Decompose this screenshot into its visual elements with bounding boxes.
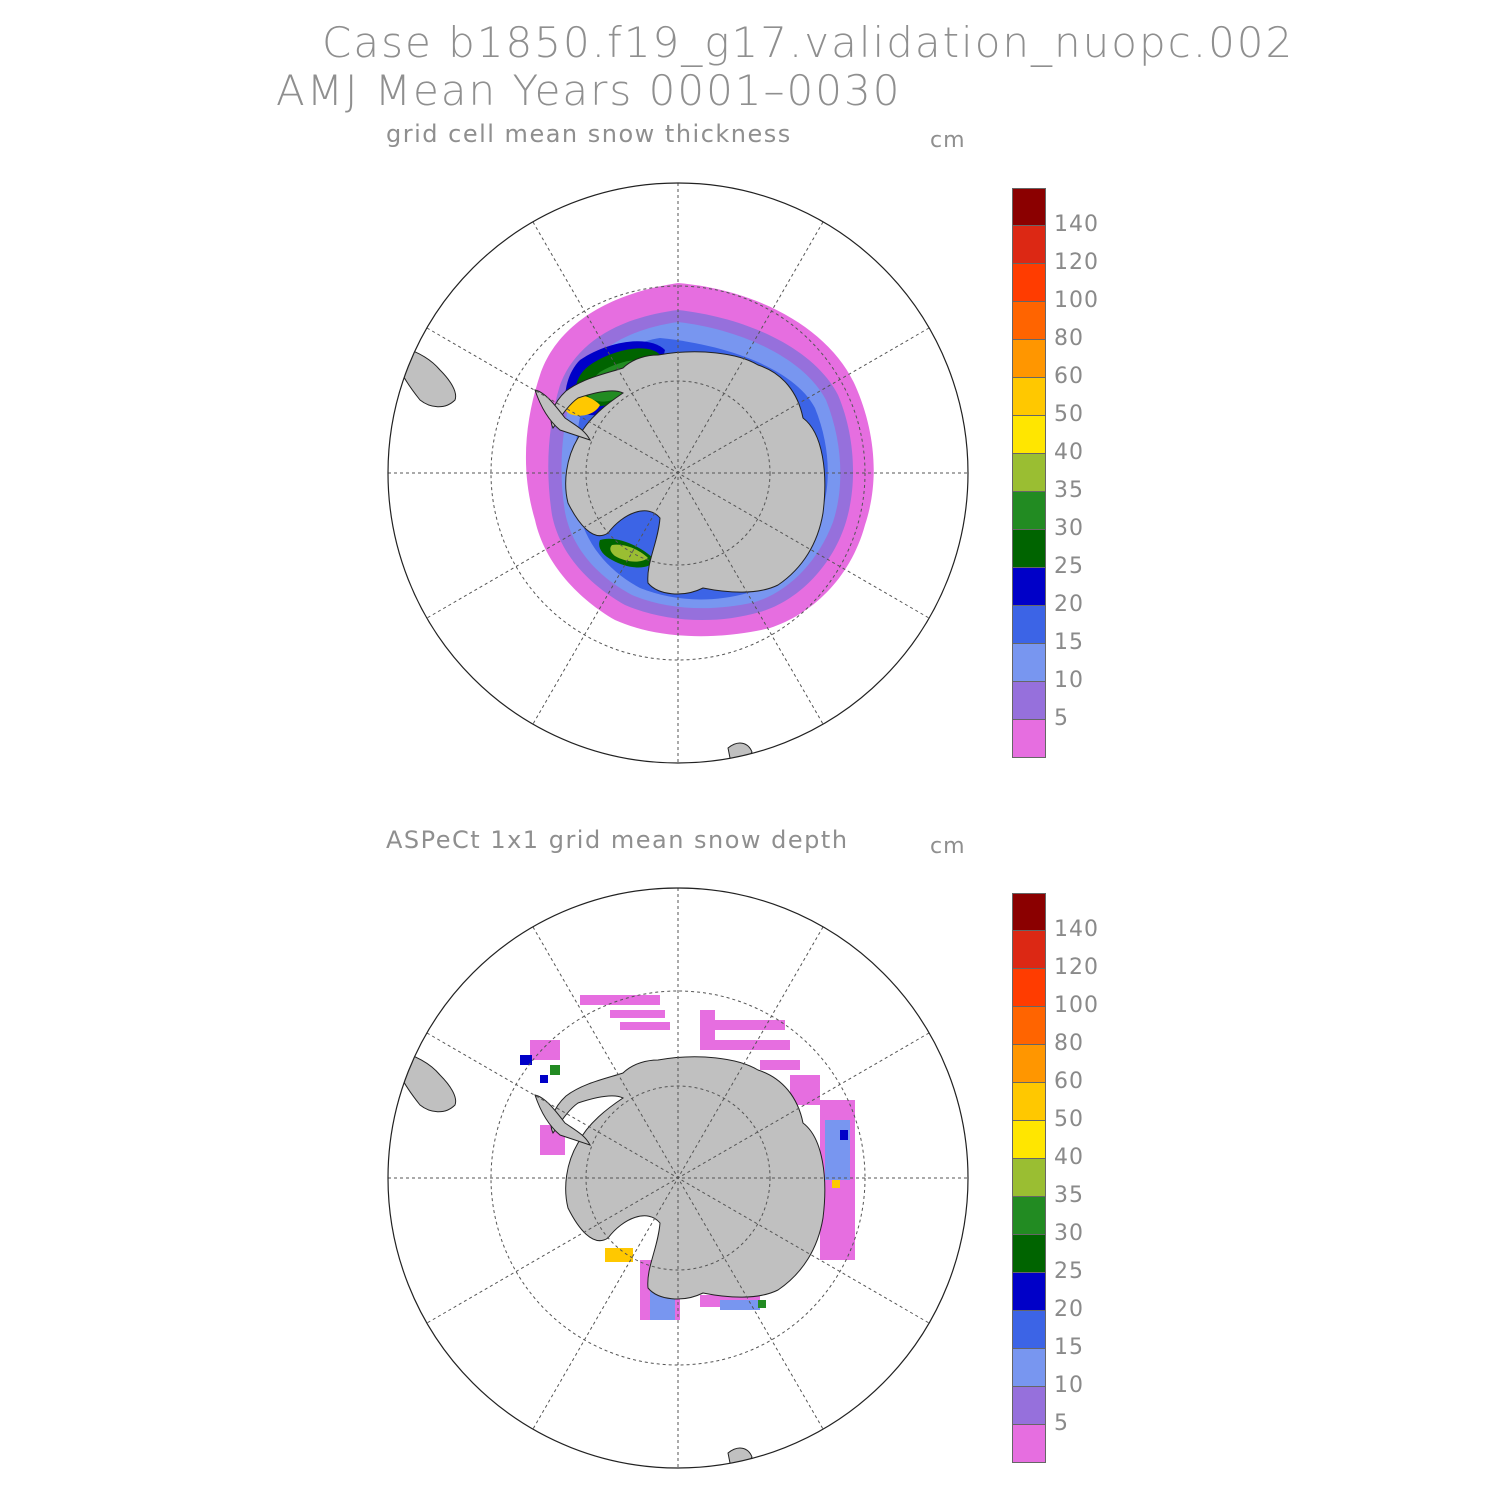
colorbar-swatch [1012,1425,1046,1463]
colorbar-swatch [1012,454,1046,492]
colorbar-swatch [1012,720,1046,758]
colorbar-tick-label: 100 [1054,993,1099,1018]
colorbar-tick-label: 40 [1054,1145,1084,1170]
colorbar-swatch [1012,606,1046,644]
period-title: AMJ Mean Years 0001–0030 [276,66,902,115]
colorbar-swatch [1012,1235,1046,1273]
colorbar-swatch [1012,893,1046,931]
colorbar-swatch [1012,188,1046,226]
colorbar-tick-label: 40 [1054,440,1084,465]
panel1-map [387,182,969,764]
colorbar-swatch [1012,1045,1046,1083]
colorbar-tick-label: 140 [1054,212,1099,237]
colorbar-swatch [1012,340,1046,378]
colorbar-tick-label: 120 [1054,955,1099,980]
colorbar-swatch [1012,1159,1046,1197]
case-title: Case b1850.f19_g17.validation_nuopc.002 [322,18,1295,67]
colorbar-swatch [1012,416,1046,454]
colorbar-swatch [1012,302,1046,340]
colorbar-tick-label: 20 [1054,592,1084,617]
colorbar-tick-label: 60 [1054,364,1084,389]
colorbar-tick-label: 30 [1054,1221,1084,1246]
colorbar-tick-label: 35 [1054,1183,1084,1208]
colorbar-top [1012,188,1046,758]
colorbar-swatch [1012,1273,1046,1311]
colorbar-swatch [1012,1083,1046,1121]
colorbar-tick-label: 10 [1054,1373,1084,1398]
colorbar-tick-label: 50 [1054,1107,1084,1132]
colorbar-swatch [1012,226,1046,264]
panel2-map [387,887,969,1469]
panel2-unit: cm [930,834,966,859]
colorbar-swatch [1012,1387,1046,1425]
colorbar-tick-label: 30 [1054,516,1084,541]
colorbar-tick-label: 140 [1054,917,1099,942]
colorbar-swatch [1012,530,1046,568]
colorbar-bottom [1012,893,1046,1463]
colorbar-tick-label: 10 [1054,668,1084,693]
colorbar-tick-label: 15 [1054,1335,1084,1360]
colorbar-tick-label: 80 [1054,326,1084,351]
colorbar-swatch [1012,682,1046,720]
colorbar-swatch [1012,1349,1046,1387]
colorbar-tick-label: 80 [1054,1031,1084,1056]
colorbar-swatch [1012,568,1046,606]
colorbar-swatch [1012,969,1046,1007]
colorbar-tick-label: 25 [1054,554,1084,579]
colorbar-swatch [1012,1197,1046,1235]
colorbar-tick-label: 50 [1054,402,1084,427]
panel1-unit: cm [930,128,966,153]
colorbar-swatch [1012,1007,1046,1045]
colorbar-tick-label: 120 [1054,250,1099,275]
colorbar-tick-label: 35 [1054,478,1084,503]
colorbar-tick-label: 5 [1054,706,1069,731]
panel2-title: ASPeCt 1x1 grid mean snow depth [386,826,849,854]
colorbar-swatch [1012,378,1046,416]
colorbar-tick-label: 100 [1054,288,1099,313]
colorbar-swatch [1012,492,1046,530]
colorbar-swatch [1012,1121,1046,1159]
panel1-title: grid cell mean snow thickness [386,120,792,148]
colorbar-tick-label: 20 [1054,1297,1084,1322]
colorbar-tick-label: 15 [1054,630,1084,655]
colorbar-swatch [1012,931,1046,969]
colorbar-tick-label: 25 [1054,1259,1084,1284]
colorbar-tick-label: 5 [1054,1411,1069,1436]
colorbar-swatch [1012,1311,1046,1349]
colorbar-swatch [1012,264,1046,302]
colorbar-swatch [1012,644,1046,682]
colorbar-tick-label: 60 [1054,1069,1084,1094]
